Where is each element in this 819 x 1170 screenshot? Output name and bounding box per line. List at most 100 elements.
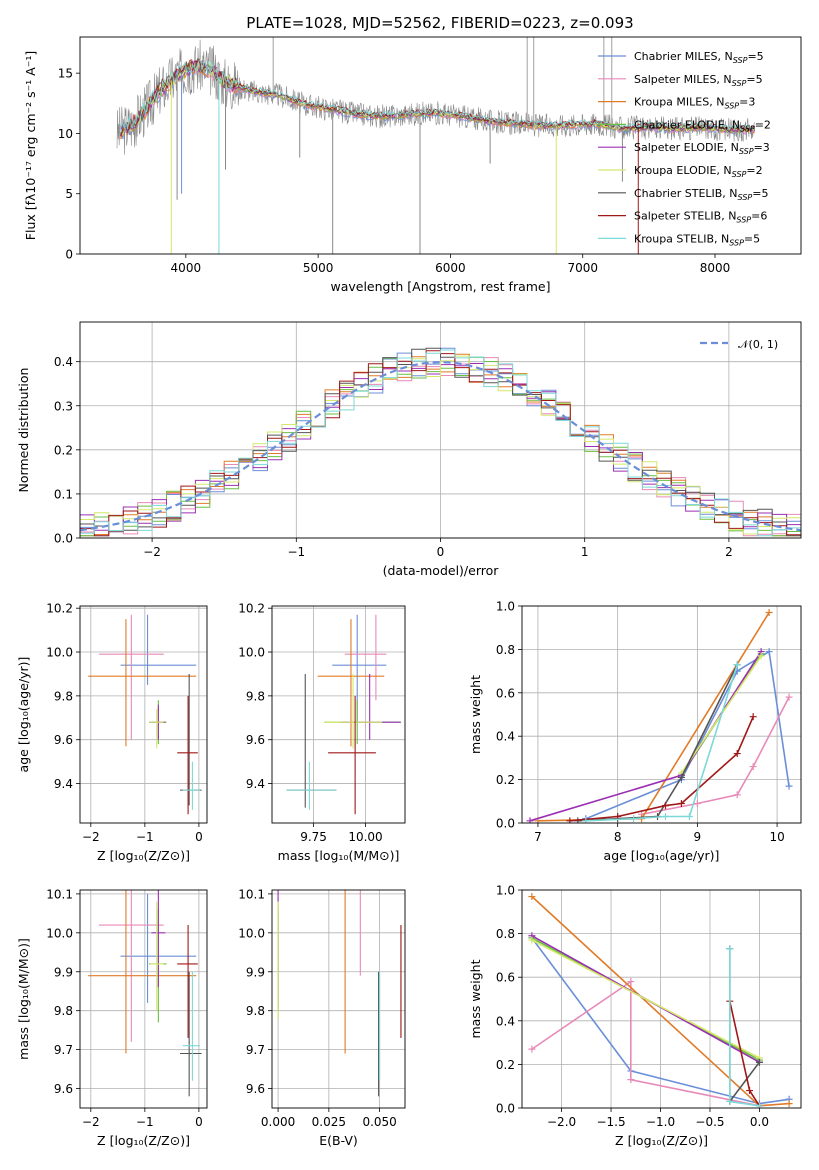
data-point (733, 661, 741, 669)
y-tick-label: 9.9 (54, 965, 73, 979)
x-tick-label: 6000 (435, 261, 466, 275)
y-tick-label: 0.6 (496, 971, 515, 985)
data-point (726, 945, 734, 953)
x-tick-label: 10.00 (348, 830, 382, 844)
y-tick-label: 5 (65, 187, 73, 201)
x-tick-label: −2 (82, 830, 100, 844)
axes-frame (271, 605, 406, 824)
x-tick-label: −1.5 (596, 1115, 625, 1129)
data-point (749, 763, 757, 771)
x-tick-label: 7 (534, 830, 542, 844)
x-axis-label: Z [log₁₀(Z/Z⊙)] (97, 848, 190, 863)
axes-frame (79, 321, 802, 539)
x-tick-label: 9 (694, 830, 702, 844)
plot-area-mass-vs-ebv (277, 890, 402, 1097)
y-tick-label: 1.0 (496, 600, 515, 614)
figure-title: PLATE=1028, MJD=52562, FIBERID=0223, z=0… (246, 14, 633, 32)
y-tick-label: 9.8 (54, 689, 73, 703)
x-tick-label: 0.0 (750, 1115, 769, 1129)
y-tick-label: 0.0 (496, 1102, 515, 1116)
y-tick-label: 0.6 (496, 686, 515, 700)
data-point (693, 799, 701, 807)
x-tick-label: 0.050 (362, 1115, 396, 1129)
y-tick-label: 1.0 (496, 884, 515, 898)
y-axis-label: age [log₁₀(age/yr)] (16, 657, 31, 773)
legend-label: Kroupa ELODIE, NSSP=2 (634, 164, 763, 179)
y-tick-label: 10.2 (238, 602, 265, 616)
data-point (757, 652, 765, 660)
y-axis-label: mass [log₁₀(M/M⊙)] (16, 938, 31, 1060)
panel-mass-vs-z: −2 −1 0 9.6 9.7 9.8 9.9 10.0 10.1 Z [log₁₀(Z/Z⊙)]… (16, 887, 208, 1148)
data-point (749, 713, 757, 721)
x-tick-label: 10 (769, 830, 784, 844)
x-tick-label: 8 (614, 830, 622, 844)
y-tick-label: 9.7 (54, 1043, 73, 1057)
plot-area-residuals (80, 347, 801, 538)
axes-frame (521, 605, 802, 824)
y-tick-label: 9.6 (54, 1082, 73, 1096)
x-tick-label: 7000 (567, 261, 598, 275)
x-tick-label: 8000 (700, 261, 731, 275)
y-tick-label: 9.8 (246, 1004, 265, 1018)
x-tick-label: 0 (195, 1115, 203, 1129)
data-point (785, 693, 793, 701)
x-tick-label: −0.5 (695, 1115, 724, 1129)
y-tick-label: 9.4 (246, 777, 265, 791)
data-point (582, 817, 590, 823)
y-tick-label: 10.2 (46, 602, 73, 616)
y-tick-label: 10.0 (238, 646, 265, 660)
data-point (661, 802, 669, 810)
data-point (733, 750, 741, 758)
y-tick-label: 10.0 (46, 646, 73, 660)
legend-label: Chabrier MILES, NSSP=5 (634, 50, 764, 65)
data-point (630, 815, 638, 823)
legend-label: Chabrier ELODIE, NSSP=2 (634, 118, 771, 133)
series-line (537, 612, 770, 822)
y-axis-label: Normed distribution (16, 368, 31, 493)
data-point (685, 812, 693, 820)
data-point (765, 609, 773, 617)
y-tick-label: 9.9 (246, 965, 265, 979)
histogram-kroupa-stelib (80, 349, 801, 538)
data-point (755, 1058, 763, 1066)
panel-age-vs-mass: 9.75 10.00 9.4 9.6 9.8 10.0 10.2 mass [log₁₀(M/… (238, 602, 406, 863)
axes-frame (79, 36, 802, 255)
axes-frame (79, 605, 208, 824)
y-tick-label: 0.2 (54, 443, 73, 457)
panel-mass-weight-vs-z: −2.0 −1.5 −1.0 −0.5 0.0 0.0 0.2 0.4 0.6 0.8 1.0 Z [… (468, 884, 802, 1148)
legend: 𝒩(0, 1) (700, 338, 778, 351)
plot-area-spectrum (116, 37, 756, 254)
plot-area-age-vs-z (88, 614, 202, 815)
x-tick-label: 0.025 (312, 1115, 346, 1129)
x-tick-label: −1.0 (646, 1115, 675, 1129)
y-tick-label: 0.4 (54, 355, 73, 369)
panel-residuals: −2 −1 0 1 2 0.0 0.1 0.2 0.3 0.4 (data-model)/error… (16, 321, 802, 578)
x-axis-label: Z [log₁₀(Z/Z⊙)] (615, 1133, 708, 1148)
x-tick-label: −1 (136, 1115, 154, 1129)
gaussian-curve (80, 360, 801, 532)
data-point (526, 817, 534, 823)
data-point (785, 782, 793, 790)
legend-label: 𝒩(0, 1) (738, 338, 778, 351)
x-axis-label: (data-model)/error (383, 563, 500, 578)
y-tick-label: 9.7 (246, 1043, 265, 1057)
x-tick-label: 0.000 (261, 1115, 295, 1129)
series-line (585, 650, 790, 820)
x-tick-label: −2.0 (547, 1115, 576, 1129)
y-tick-label: 0.0 (496, 817, 515, 831)
data-point (733, 791, 741, 799)
plot-area-mass-weight-vs-age (526, 609, 793, 823)
y-tick-label: 10.1 (238, 887, 265, 901)
x-tick-label: −1 (287, 545, 305, 559)
x-axis-label: age [log₁₀(age/yr)] (604, 848, 720, 863)
data-point (627, 1076, 635, 1084)
y-tick-label: 0.2 (496, 1058, 515, 1072)
data-point (528, 893, 536, 901)
plot-area-mass-weight-vs-z (528, 893, 793, 1108)
y-tick-label: 10.0 (238, 926, 265, 940)
y-tick-label: 10 (58, 127, 73, 141)
y-tick-label: 0.8 (496, 643, 515, 657)
data-point (726, 1097, 734, 1105)
